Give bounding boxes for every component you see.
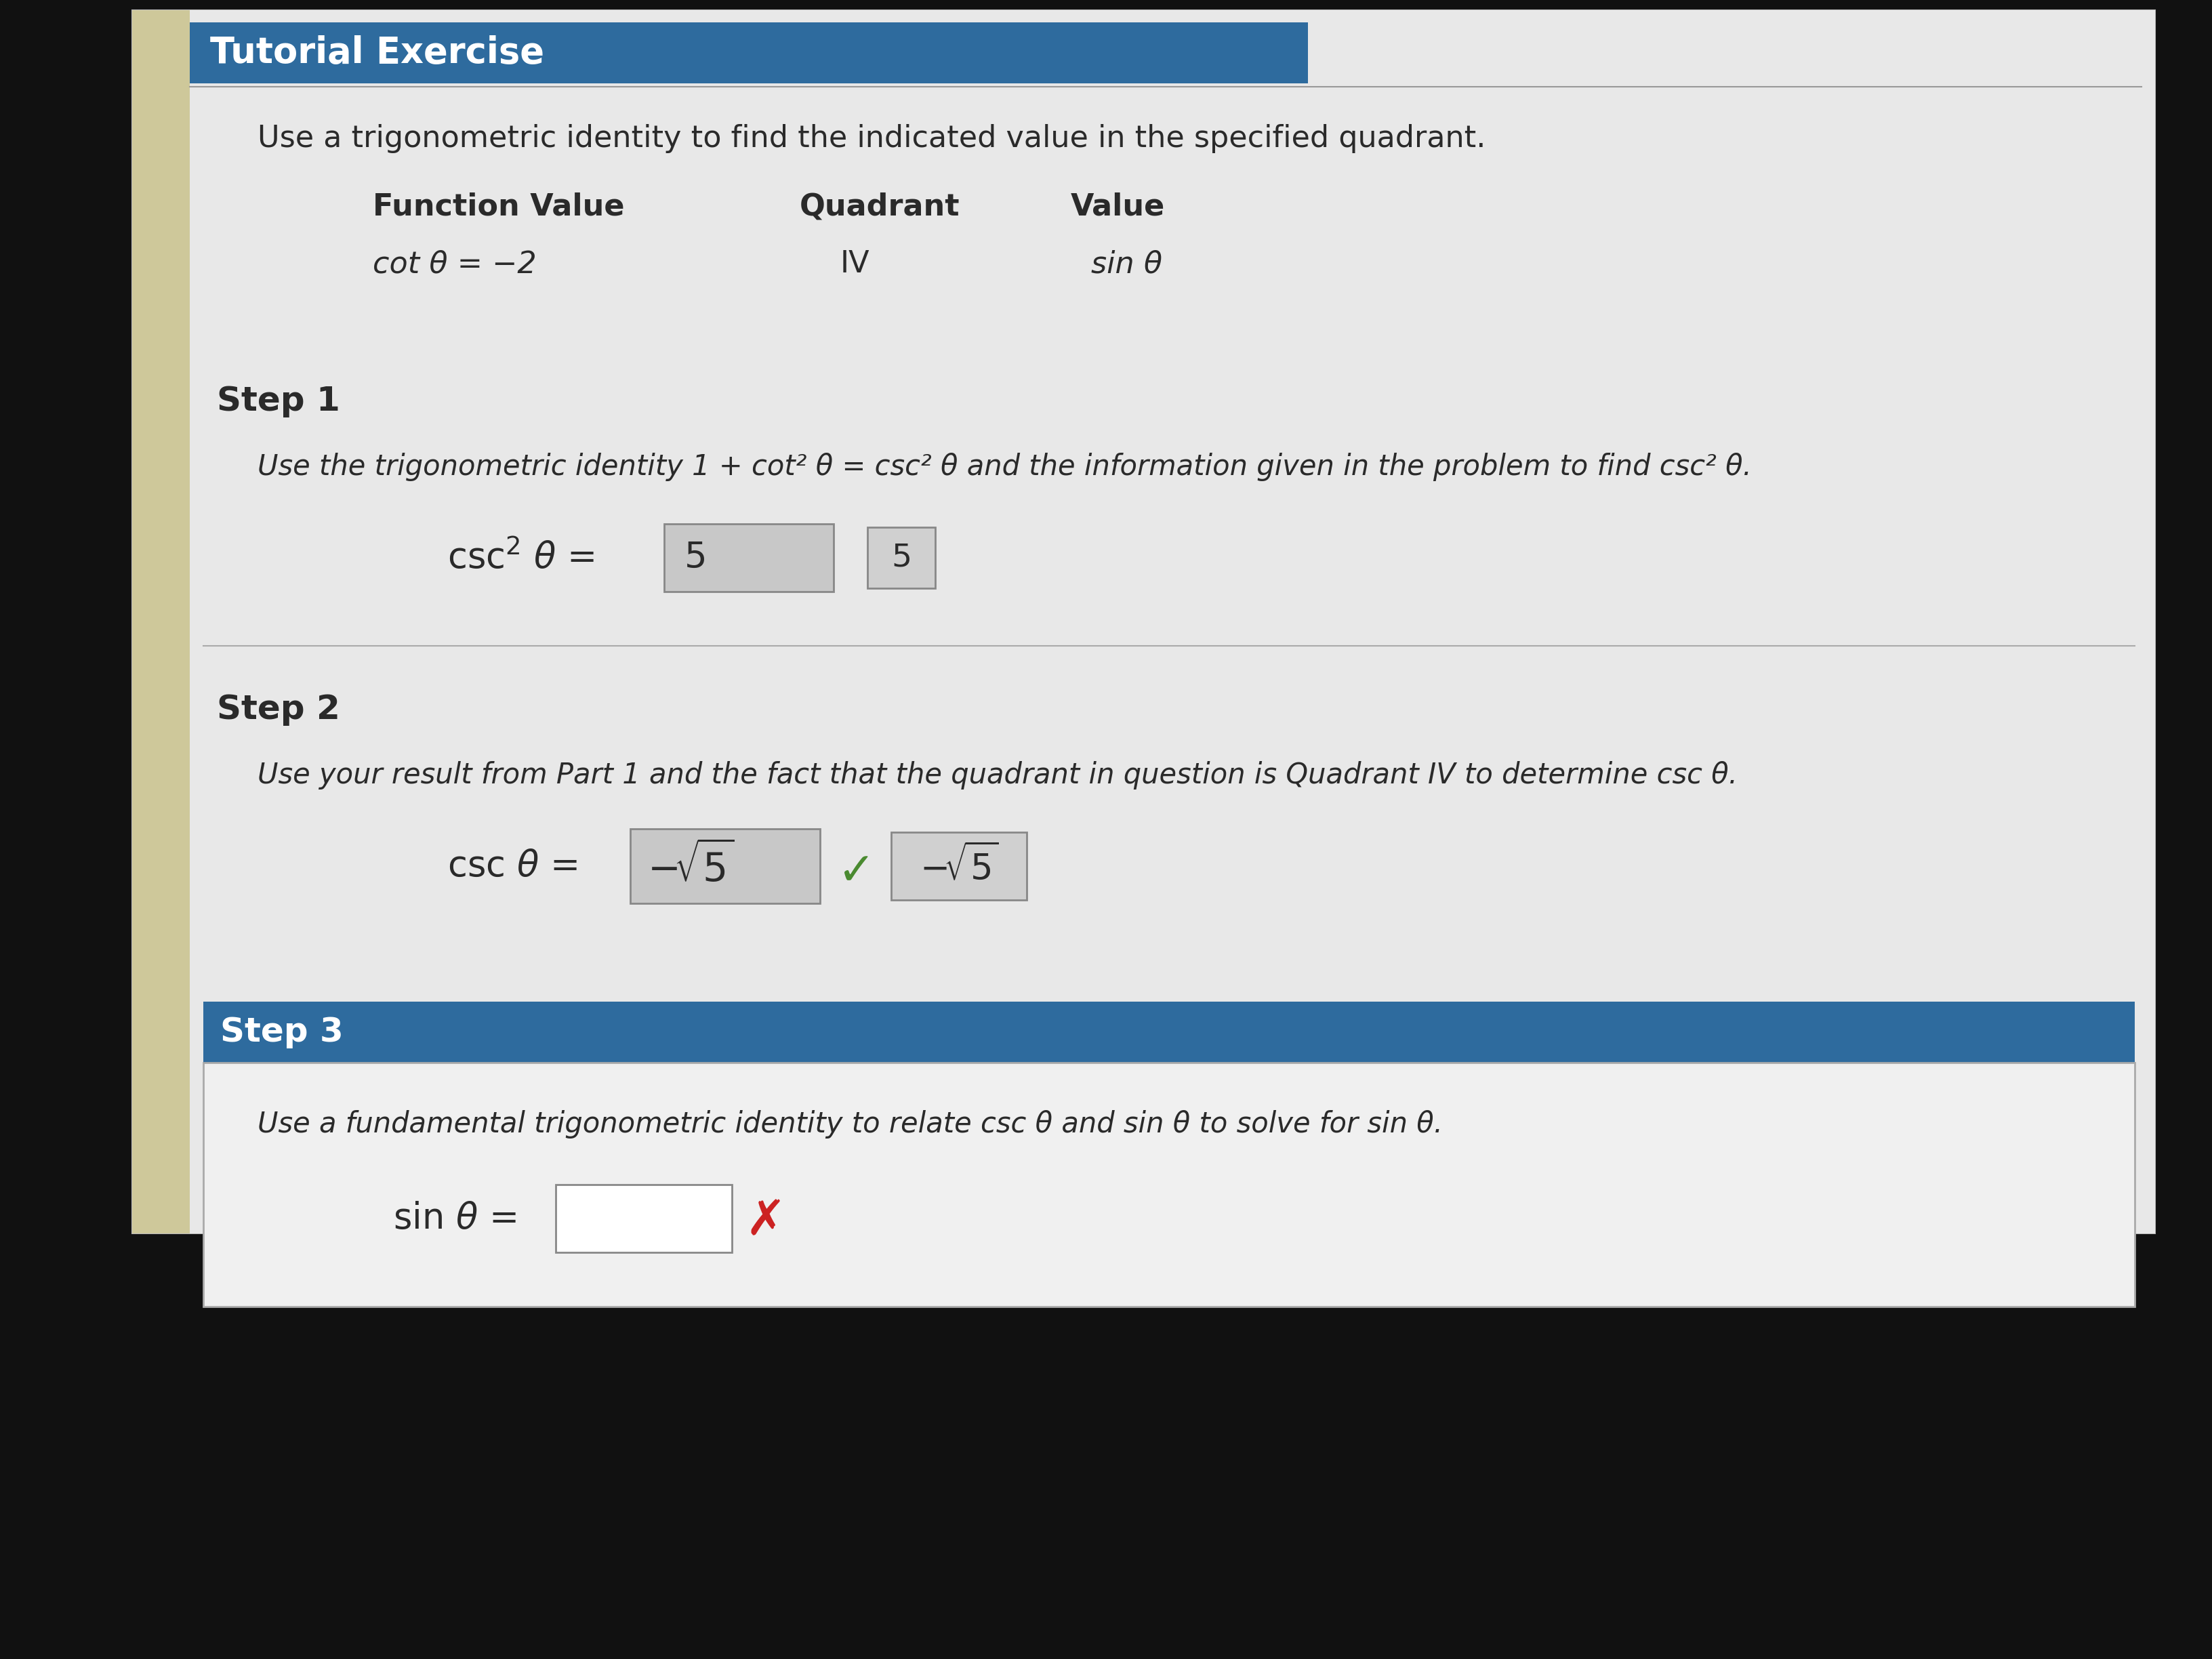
Text: ✗: ✗ <box>745 1198 787 1246</box>
Text: 5: 5 <box>891 542 911 572</box>
Text: Use a trigonometric identity to find the indicated value in the specified quadra: Use a trigonometric identity to find the… <box>257 124 1486 153</box>
Text: csc $\theta$ =: csc $\theta$ = <box>447 848 582 884</box>
Text: csc$^2$ $\theta$ =: csc$^2$ $\theta$ = <box>447 539 599 576</box>
Text: Use a fundamental trigonometric identity to relate csc θ and sin θ to solve for : Use a fundamental trigonometric identity… <box>257 1110 1442 1138</box>
Text: IV: IV <box>841 249 869 279</box>
Bar <box>204 1002 2135 1063</box>
Text: $-\!\sqrt{5}$: $-\!\sqrt{5}$ <box>648 843 734 889</box>
Text: ✓: ✓ <box>836 849 874 894</box>
Bar <box>133 10 2154 1233</box>
Bar <box>133 10 190 1233</box>
Bar <box>630 830 821 904</box>
Bar <box>891 833 1026 899</box>
Text: Step 3: Step 3 <box>221 1015 343 1048</box>
Text: Value: Value <box>1071 192 1166 221</box>
Bar <box>190 10 2154 1233</box>
Text: Function Value: Function Value <box>374 192 624 221</box>
Text: Tutorial Exercise: Tutorial Exercise <box>210 35 544 70</box>
Text: Use your result from Part 1 and the fact that the quadrant in question is Quadra: Use your result from Part 1 and the fact… <box>257 761 1739 790</box>
Text: cot θ = −2: cot θ = −2 <box>374 249 538 279</box>
Text: Quadrant: Quadrant <box>801 192 960 221</box>
Text: Use the trigonometric identity 1 + cot² θ = csc² θ and the information given in : Use the trigonometric identity 1 + cot² … <box>257 453 1752 481</box>
Bar <box>867 528 936 589</box>
Bar <box>664 524 834 592</box>
Text: Step 1: Step 1 <box>217 385 341 418</box>
Bar <box>555 1185 732 1253</box>
Text: 5: 5 <box>684 541 708 576</box>
Text: sin $\theta$ =: sin $\theta$ = <box>394 1201 520 1236</box>
Text: $-\!\sqrt{5}$: $-\!\sqrt{5}$ <box>920 844 998 888</box>
Bar <box>190 22 1307 83</box>
Bar <box>204 1063 2135 1307</box>
Text: sin θ: sin θ <box>1091 249 1161 279</box>
Text: Step 2: Step 2 <box>217 693 341 727</box>
